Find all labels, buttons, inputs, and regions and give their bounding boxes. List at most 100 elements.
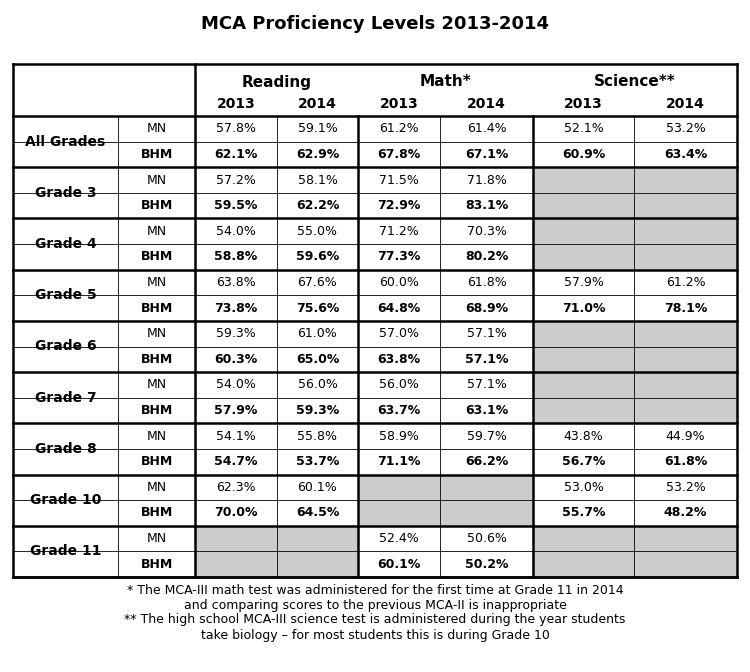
Text: 43.8%: 43.8% (564, 429, 603, 443)
Text: 54.0%: 54.0% (216, 224, 256, 238)
Text: 2013: 2013 (564, 97, 603, 111)
Text: 59.5%: 59.5% (214, 199, 258, 212)
Bar (195, 552, 358, 577)
Text: Grade 5: Grade 5 (34, 288, 96, 302)
Text: 60.9%: 60.9% (562, 148, 605, 161)
Text: 57.1%: 57.1% (466, 378, 506, 391)
Text: 63.4%: 63.4% (664, 148, 707, 161)
Bar (358, 474, 533, 500)
Text: 61.8%: 61.8% (664, 455, 707, 468)
Text: 57.0%: 57.0% (379, 327, 419, 340)
Text: 55.7%: 55.7% (562, 507, 605, 519)
Bar (533, 552, 737, 577)
Text: 44.9%: 44.9% (666, 429, 705, 443)
Bar (533, 167, 737, 193)
Bar (533, 398, 737, 423)
Text: Math*: Math* (420, 75, 471, 89)
Text: 57.1%: 57.1% (466, 327, 506, 340)
Bar (533, 526, 737, 552)
Text: 52.1%: 52.1% (564, 122, 603, 135)
Bar (533, 347, 737, 372)
Text: BHM: BHM (140, 558, 172, 571)
Text: 2014: 2014 (666, 97, 705, 111)
Text: 2014: 2014 (467, 97, 506, 111)
Text: Grade 11: Grade 11 (30, 544, 101, 558)
Text: 83.1%: 83.1% (465, 199, 509, 212)
Text: Grade 3: Grade 3 (34, 186, 96, 200)
Text: take biology – for most students this is during Grade 10: take biology – for most students this is… (200, 628, 550, 642)
Text: 77.3%: 77.3% (377, 251, 421, 263)
Text: MN: MN (146, 532, 166, 545)
Text: 72.9%: 72.9% (377, 199, 421, 212)
Text: 61.8%: 61.8% (466, 276, 506, 289)
Text: 63.8%: 63.8% (377, 353, 421, 366)
Text: BHM: BHM (140, 455, 172, 468)
Text: 66.2%: 66.2% (465, 455, 509, 468)
Text: 2013: 2013 (217, 97, 255, 111)
Text: 53.2%: 53.2% (666, 481, 705, 494)
Text: MN: MN (146, 173, 166, 187)
Text: 56.0%: 56.0% (379, 378, 419, 391)
Text: 2013: 2013 (380, 97, 419, 111)
Text: 71.2%: 71.2% (379, 224, 419, 238)
Text: 59.3%: 59.3% (296, 404, 339, 417)
Text: 54.7%: 54.7% (214, 455, 258, 468)
Text: 48.2%: 48.2% (664, 507, 707, 519)
Text: 50.2%: 50.2% (465, 558, 509, 571)
Bar (533, 244, 737, 269)
Text: MN: MN (146, 429, 166, 443)
Text: 64.5%: 64.5% (296, 507, 339, 519)
Text: 57.9%: 57.9% (214, 404, 258, 417)
Text: * The MCA-III math test was administered for the first time at Grade 11 in 2014: * The MCA-III math test was administered… (127, 583, 623, 597)
Text: Grade 7: Grade 7 (34, 390, 96, 405)
Text: 61.0%: 61.0% (298, 327, 338, 340)
Text: 60.1%: 60.1% (377, 558, 421, 571)
Text: BHM: BHM (140, 507, 172, 519)
Text: 60.1%: 60.1% (298, 481, 338, 494)
Text: 50.6%: 50.6% (466, 532, 506, 545)
Text: 62.3%: 62.3% (216, 481, 256, 494)
Text: 56.0%: 56.0% (298, 378, 338, 391)
Text: MN: MN (146, 224, 166, 238)
Text: 58.8%: 58.8% (214, 251, 258, 263)
Text: BHM: BHM (140, 302, 172, 314)
Text: 70.3%: 70.3% (466, 224, 506, 238)
Text: 71.8%: 71.8% (466, 173, 506, 187)
Text: MCA Proficiency Levels 2013-2014: MCA Proficiency Levels 2013-2014 (201, 15, 549, 33)
Bar (358, 500, 533, 526)
Text: All Grades: All Grades (26, 134, 106, 149)
Text: 59.7%: 59.7% (466, 429, 506, 443)
Text: 62.9%: 62.9% (296, 148, 339, 161)
Text: 57.9%: 57.9% (563, 276, 604, 289)
Text: 53.2%: 53.2% (666, 122, 705, 135)
Bar (533, 193, 737, 218)
Text: Grade 8: Grade 8 (34, 442, 96, 456)
Text: 54.0%: 54.0% (216, 378, 256, 391)
Text: MN: MN (146, 276, 166, 289)
Text: BHM: BHM (140, 199, 172, 212)
Text: 67.8%: 67.8% (377, 148, 421, 161)
Text: 55.0%: 55.0% (298, 224, 338, 238)
Text: 71.0%: 71.0% (562, 302, 605, 314)
Text: 73.8%: 73.8% (214, 302, 258, 314)
Text: 61.2%: 61.2% (380, 122, 419, 135)
Text: BHM: BHM (140, 251, 172, 263)
Text: and comparing scores to the previous MCA-II is inappropriate: and comparing scores to the previous MCA… (184, 599, 566, 612)
Text: 55.8%: 55.8% (298, 429, 338, 443)
Text: 67.1%: 67.1% (465, 148, 509, 161)
Text: 63.8%: 63.8% (216, 276, 256, 289)
Text: 67.6%: 67.6% (298, 276, 338, 289)
Text: 71.1%: 71.1% (377, 455, 421, 468)
Text: BHM: BHM (140, 353, 172, 366)
Text: MN: MN (146, 122, 166, 135)
Text: 63.1%: 63.1% (465, 404, 509, 417)
Text: 62.2%: 62.2% (296, 199, 339, 212)
Text: BHM: BHM (140, 148, 172, 161)
Text: 58.1%: 58.1% (298, 173, 338, 187)
Text: Grade 10: Grade 10 (30, 493, 101, 507)
Bar (195, 526, 358, 552)
Text: 60.3%: 60.3% (214, 353, 258, 366)
Text: 59.3%: 59.3% (216, 327, 256, 340)
Bar (533, 372, 737, 398)
Text: 68.9%: 68.9% (465, 302, 508, 314)
